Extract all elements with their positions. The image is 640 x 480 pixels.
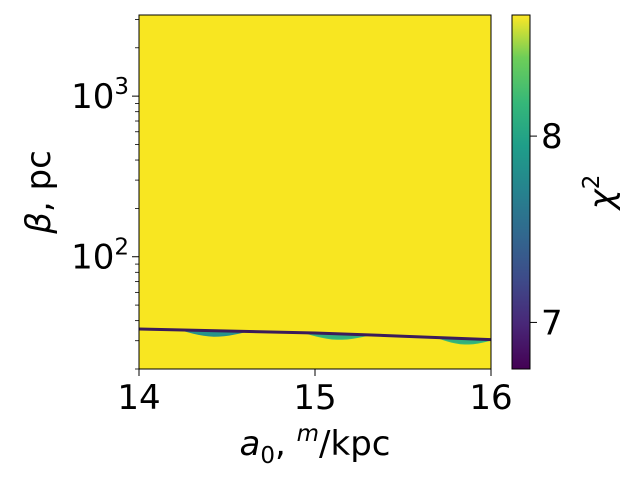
x-axis: 14 15 16 bbox=[117, 369, 513, 418]
y-axis: 102 103 bbox=[71, 19, 139, 370]
colorbar-label: χ2 bbox=[579, 175, 622, 212]
y-axis-label: β, pc bbox=[19, 150, 59, 235]
colorbar-ticks: 78 bbox=[530, 117, 563, 343]
x-tick-label: 15 bbox=[293, 378, 336, 418]
colorbar bbox=[511, 14, 531, 370]
x-axis-label: a0, m/kpc bbox=[240, 421, 391, 469]
colorbar-tick-label: 7 bbox=[541, 303, 563, 343]
heatmap-background bbox=[139, 15, 491, 369]
chi2-valley bbox=[139, 327, 491, 345]
valley-lobe bbox=[306, 333, 368, 340]
y-tick-label: 102 bbox=[71, 235, 129, 278]
valley-min-line bbox=[139, 327, 491, 342]
y-tick-label: 103 bbox=[71, 74, 129, 117]
valley-lobe bbox=[438, 338, 491, 345]
x-tick-label: 14 bbox=[117, 378, 160, 418]
colorbar-tick-label: 8 bbox=[541, 117, 563, 157]
x-tick-label: 16 bbox=[469, 378, 512, 418]
